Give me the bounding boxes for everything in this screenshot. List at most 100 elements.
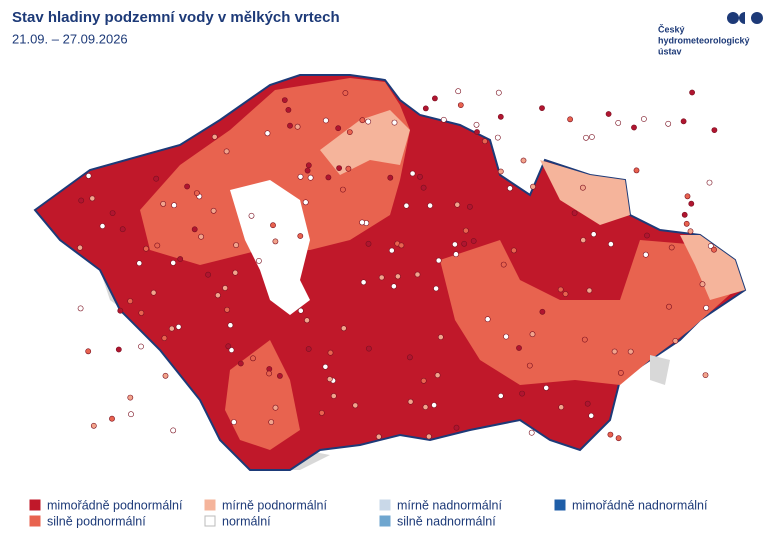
- station: [336, 165, 342, 171]
- station: [455, 88, 462, 95]
- station: [352, 402, 359, 409]
- station: [520, 157, 527, 164]
- region: [225, 340, 300, 450]
- station: [340, 325, 347, 332]
- station: [457, 102, 464, 108]
- station: [409, 170, 416, 177]
- station: [360, 279, 367, 286]
- station: [665, 120, 672, 127]
- station: [539, 308, 546, 315]
- station: [302, 199, 309, 206]
- station: [359, 219, 365, 226]
- legend-label: silně podnormální: [47, 514, 146, 528]
- region: [680, 235, 745, 300]
- legend: mimořádně podnormální silně podnormální mí…: [29, 498, 708, 528]
- station: [359, 117, 366, 124]
- station: [160, 200, 167, 207]
- station: [214, 292, 221, 299]
- station: [327, 349, 334, 356]
- station: [434, 372, 441, 379]
- logo-half: [739, 12, 745, 24]
- station: [590, 231, 597, 238]
- station: [406, 354, 413, 361]
- station: [453, 424, 460, 431]
- station: [588, 412, 595, 419]
- station: [322, 117, 329, 124]
- station: [342, 90, 349, 96]
- station: [222, 285, 228, 291]
- station: [437, 334, 444, 340]
- station: [266, 370, 272, 377]
- station: [435, 257, 442, 264]
- station: [641, 116, 647, 122]
- station: [529, 331, 536, 338]
- stations: [77, 88, 718, 442]
- station: [672, 337, 679, 344]
- legend-label: mírně podnormální: [222, 498, 327, 512]
- station: [631, 124, 637, 131]
- station: [250, 355, 256, 362]
- station: [294, 123, 301, 130]
- logo-line: hydrometeorologický: [658, 35, 750, 45]
- station: [431, 402, 437, 408]
- station: [462, 227, 469, 234]
- station: [177, 256, 184, 262]
- station: [225, 343, 232, 350]
- station: [583, 134, 589, 141]
- station: [117, 307, 124, 314]
- station: [230, 419, 237, 425]
- station: [474, 129, 480, 135]
- legend-swatch: [204, 499, 216, 511]
- station: [414, 271, 421, 278]
- station: [175, 323, 182, 330]
- station: [497, 392, 504, 399]
- station: [687, 228, 694, 235]
- station: [431, 95, 438, 102]
- station: [451, 241, 458, 248]
- station: [571, 210, 578, 216]
- station: [473, 121, 480, 128]
- station: [495, 89, 502, 96]
- station: [77, 244, 83, 251]
- station: [272, 404, 279, 411]
- legend-label: mimořádně nadnormální: [572, 498, 708, 512]
- station: [699, 281, 706, 288]
- station: [503, 333, 509, 340]
- station: [153, 175, 160, 182]
- station: [162, 372, 169, 379]
- station: [633, 167, 640, 174]
- station: [198, 233, 204, 240]
- station: [586, 287, 593, 294]
- logo-dot: [751, 12, 763, 24]
- station: [304, 167, 311, 174]
- logo: Český hydrometeorologický ústav: [658, 12, 763, 56]
- station: [684, 193, 691, 200]
- station: [276, 372, 283, 379]
- station: [589, 134, 595, 140]
- station: [268, 419, 275, 425]
- station: [136, 260, 143, 267]
- station: [530, 183, 536, 190]
- station: [297, 307, 304, 314]
- station: [191, 226, 198, 233]
- station: [668, 244, 675, 251]
- station: [255, 257, 262, 264]
- station: [494, 134, 501, 141]
- logo-line: Český: [658, 23, 685, 34]
- station: [375, 433, 382, 440]
- station: [608, 241, 614, 247]
- station: [611, 348, 618, 355]
- station: [143, 245, 149, 252]
- station: [422, 105, 429, 112]
- station: [161, 335, 168, 341]
- station: [365, 118, 372, 125]
- station: [237, 360, 244, 367]
- station: [233, 242, 239, 248]
- station: [90, 422, 97, 429]
- station: [615, 435, 622, 442]
- station: [615, 120, 622, 126]
- station: [422, 404, 429, 410]
- station: [470, 238, 477, 244]
- region: [320, 110, 410, 175]
- station: [584, 400, 591, 407]
